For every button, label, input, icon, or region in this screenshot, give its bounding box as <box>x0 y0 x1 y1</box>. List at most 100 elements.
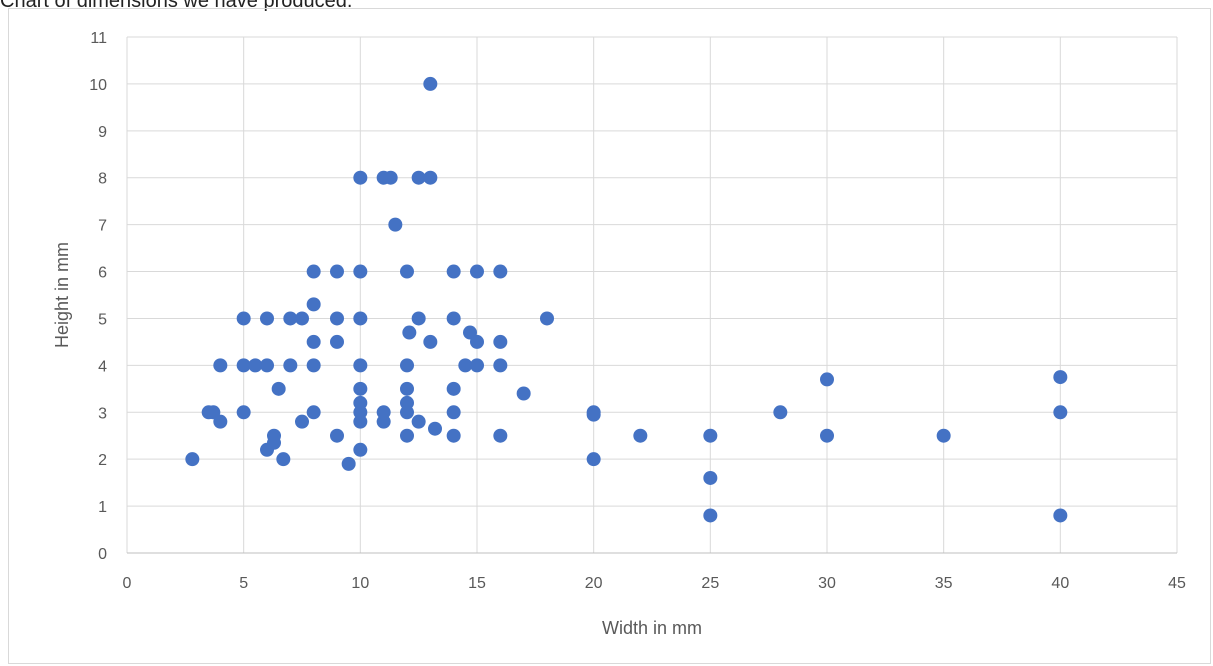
y-tick-label: 11 <box>90 30 107 47</box>
data-point <box>411 170 426 185</box>
y-tick-label: 10 <box>89 77 107 94</box>
data-point <box>185 452 200 467</box>
data-point <box>400 264 414 279</box>
data-point <box>493 264 508 279</box>
x-tick-label: 15 <box>468 575 486 592</box>
data-points <box>185 76 1068 523</box>
x-axis-title: Width in mm <box>602 618 702 638</box>
data-point <box>493 358 508 373</box>
data-point <box>586 407 601 422</box>
data-point <box>470 334 484 349</box>
chart-area <box>8 8 1211 664</box>
data-point <box>248 358 263 373</box>
x-tick-label: 30 <box>818 575 836 592</box>
data-point <box>236 405 251 420</box>
data-point <box>400 381 414 396</box>
data-point <box>388 217 403 232</box>
data-point <box>703 428 718 443</box>
data-point <box>516 386 531 401</box>
data-point <box>353 414 368 429</box>
data-point <box>423 334 438 349</box>
data-point <box>400 405 414 420</box>
data-point <box>236 358 251 373</box>
data-point <box>330 264 344 279</box>
data-point <box>936 428 951 443</box>
data-point <box>330 334 344 349</box>
data-point <box>446 381 461 396</box>
data-point <box>820 428 834 443</box>
y-tick-label: 8 <box>98 171 107 188</box>
y-tick-label: 6 <box>98 265 107 282</box>
y-tick-label: 3 <box>98 405 107 422</box>
x-tick-label: 25 <box>701 575 719 592</box>
y-tick-label: 9 <box>98 124 107 141</box>
data-point <box>703 508 718 523</box>
y-tick-label: 1 <box>98 499 107 516</box>
data-point <box>402 325 417 340</box>
data-point <box>306 334 321 349</box>
data-point <box>295 414 309 429</box>
data-point <box>423 76 438 91</box>
data-point <box>411 414 426 429</box>
x-tick-label: 45 <box>1168 575 1186 592</box>
data-point <box>353 358 368 373</box>
x-tick-label: 10 <box>351 575 369 592</box>
data-point <box>376 414 391 429</box>
x-tick-label: 20 <box>585 575 603 592</box>
x-tick-label: 35 <box>935 575 953 592</box>
data-point <box>446 264 461 279</box>
y-tick-label: 2 <box>98 452 107 469</box>
data-point <box>411 311 426 326</box>
data-point <box>586 452 601 467</box>
data-point <box>260 358 274 373</box>
data-point <box>446 405 461 420</box>
data-point <box>446 311 461 326</box>
x-tick-label: 0 <box>123 575 132 592</box>
data-point <box>540 311 554 326</box>
data-point <box>271 381 286 396</box>
data-point <box>213 414 228 429</box>
y-tick-label: 7 <box>98 218 107 235</box>
data-point <box>703 470 718 485</box>
data-point <box>306 405 321 420</box>
data-point <box>470 358 484 373</box>
data-point <box>353 170 368 185</box>
data-point <box>353 442 368 457</box>
data-point <box>341 456 356 471</box>
data-point <box>773 405 788 420</box>
data-point <box>330 311 344 326</box>
data-point <box>400 428 414 443</box>
data-point <box>1053 370 1068 385</box>
x-tick-label: 5 <box>239 575 248 592</box>
y-tick-label: 0 <box>98 546 107 563</box>
data-point <box>493 334 508 349</box>
data-point <box>276 452 291 467</box>
y-axis-title: Height in mm <box>52 242 72 348</box>
data-point <box>213 358 228 373</box>
data-point <box>1053 405 1068 420</box>
y-tick-label: 4 <box>98 358 107 375</box>
data-point <box>470 264 484 279</box>
data-point <box>446 428 461 443</box>
data-point <box>493 428 508 443</box>
data-point <box>458 358 473 373</box>
data-point <box>306 264 321 279</box>
data-point <box>353 311 368 326</box>
data-point <box>633 428 648 443</box>
gridlines <box>126 36 1178 554</box>
data-point <box>330 428 344 443</box>
x-tick-label: 40 <box>1051 575 1069 592</box>
y-tick-label: 5 <box>98 311 107 328</box>
data-point <box>283 311 298 326</box>
data-point <box>306 358 321 373</box>
data-point <box>353 264 368 279</box>
data-point <box>820 372 834 387</box>
data-point <box>428 421 442 436</box>
data-point <box>267 435 281 450</box>
data-point <box>423 170 438 185</box>
data-point <box>236 311 251 326</box>
data-point <box>400 358 414 373</box>
data-point <box>283 358 298 373</box>
